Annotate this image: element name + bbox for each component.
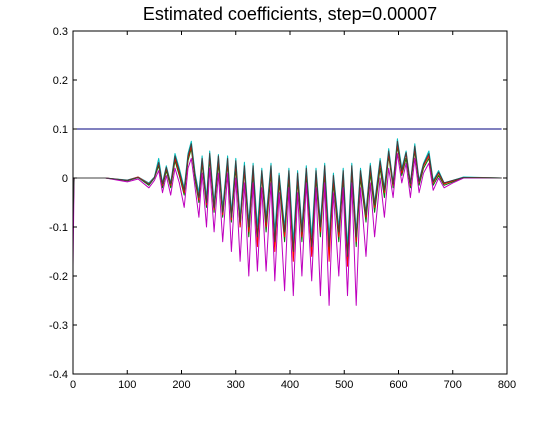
x-tick-label: 400 <box>281 379 299 391</box>
y-tick-label: -0.4 <box>49 369 68 381</box>
y-tick-label: 0.3 <box>53 26 68 38</box>
x-tick-label: 700 <box>444 379 462 391</box>
series-line-6 <box>72 140 502 257</box>
x-tick-label: 300 <box>227 379 245 391</box>
x-tick-label: 800 <box>498 379 516 391</box>
chart-title: Estimated coefficients, step=0.00007 <box>143 4 437 24</box>
y-tick-label: 0.1 <box>53 124 68 136</box>
y-tick-label: -0.1 <box>49 222 68 234</box>
series-layer <box>72 128 502 306</box>
x-tick-label: 0 <box>70 379 76 391</box>
series-line-5 <box>72 153 502 306</box>
x-tick-label: 600 <box>389 379 407 391</box>
x-tick-label: 200 <box>172 379 190 391</box>
axes-layer: 0 100 200 300 400 500 600 700 800 0.3 0.2 0.1 0 -0.1 -… <box>49 26 516 391</box>
y-tick-label: -0.3 <box>49 320 68 332</box>
y-tick-label: -0.2 <box>49 271 68 283</box>
x-tick-label: 100 <box>118 379 136 391</box>
y-tick-label: 0.2 <box>53 75 68 87</box>
x-tick-label: 500 <box>335 379 353 391</box>
y-tick-label: 0 <box>62 173 68 185</box>
